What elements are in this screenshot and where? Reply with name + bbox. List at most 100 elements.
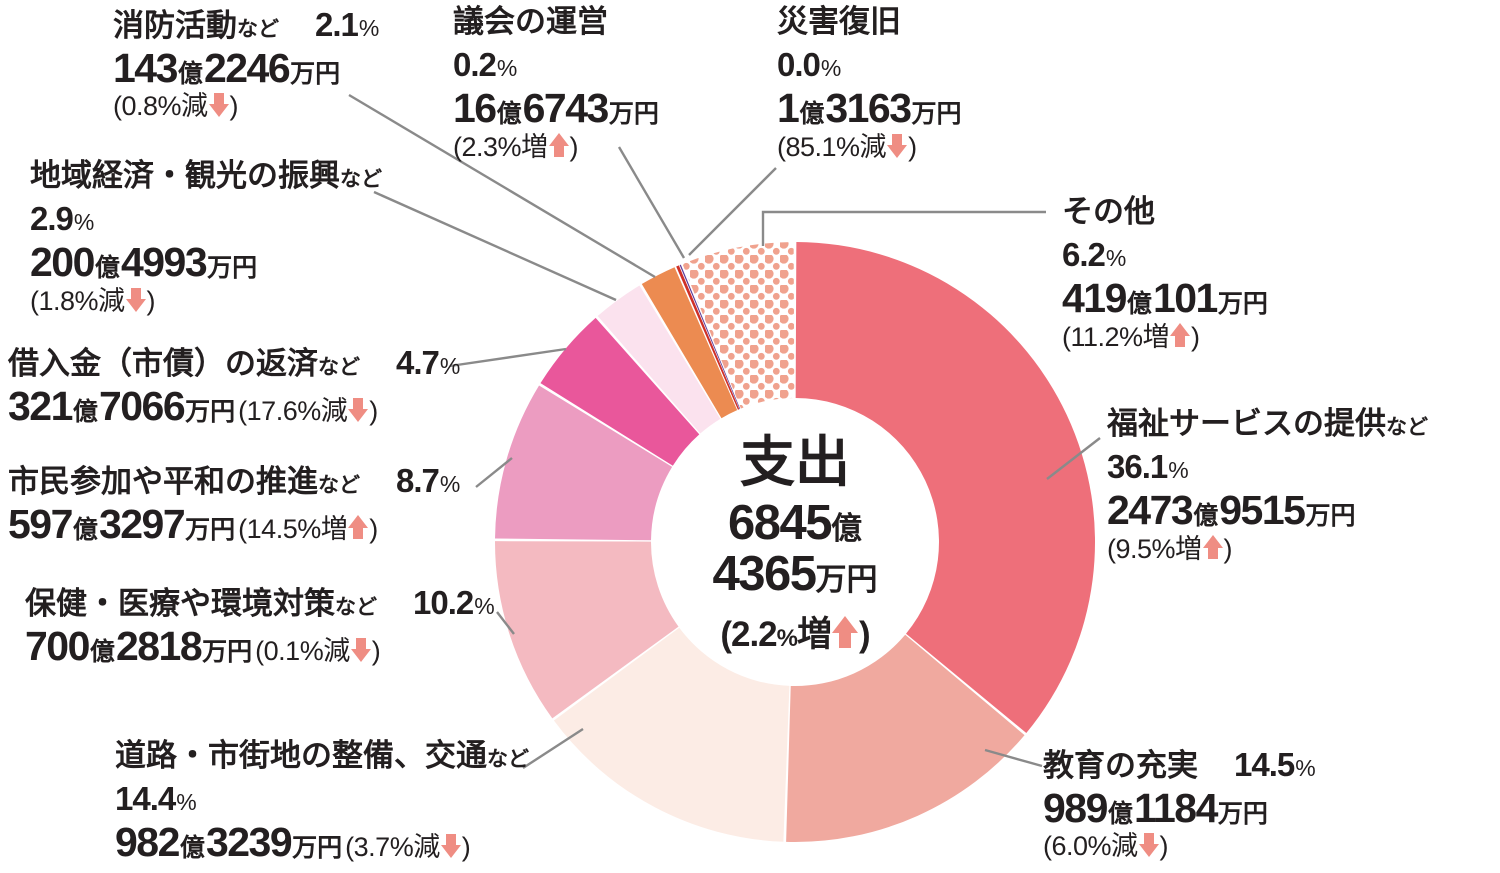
segment-label-road: 道路・市街地の整備、交通など 14.4% 982億3239万円 (3.7%減) bbox=[115, 738, 529, 864]
amount-value: 597 bbox=[8, 500, 73, 547]
category-name: 災害復旧 bbox=[777, 4, 901, 39]
up-arrow-icon bbox=[548, 132, 569, 158]
category-amount: 700億2818万円 (0.1%減) bbox=[25, 625, 495, 668]
down-arrow-icon bbox=[350, 637, 371, 662]
amount-value: 6743 bbox=[522, 84, 610, 131]
category-amount: 2473億9515万円 bbox=[1107, 486, 1428, 533]
category-change: (14.5%増) bbox=[238, 513, 378, 544]
amount-value: 1184 bbox=[1133, 784, 1218, 831]
amount-value: 419 bbox=[1062, 274, 1127, 321]
category-name-suffix: など bbox=[340, 168, 382, 191]
total-amount-line1: 6845億 bbox=[645, 495, 945, 550]
amount-value: 143 bbox=[113, 44, 178, 91]
segment-label-debt: 借入金（市債）の返済など 4.7% 321億7066万円 (17.6%減) bbox=[8, 344, 460, 427]
amount-value: 2246 bbox=[203, 44, 291, 91]
segment-label-other: その他 6.2% 419億101万円 (11.2%増) bbox=[1062, 194, 1269, 351]
down-arrow-icon bbox=[348, 397, 369, 422]
up-arrow-icon bbox=[1202, 534, 1223, 560]
donut-segment-economy bbox=[597, 285, 721, 434]
amount-unit: 億 bbox=[72, 397, 98, 426]
amount-value: 101 bbox=[1152, 274, 1218, 321]
amount-value: 2473 bbox=[1107, 486, 1194, 533]
amount-value: 7066 bbox=[98, 382, 186, 429]
category-name-suffix: など bbox=[487, 748, 529, 771]
amount-unit: 億 bbox=[177, 59, 203, 88]
chart-title: 支出 bbox=[739, 431, 850, 493]
category-name-suffix: など bbox=[318, 474, 360, 497]
category-change: (1.8%減) bbox=[30, 285, 156, 316]
category-name: 福祉サービスの提供 bbox=[1107, 406, 1386, 441]
category-change: (11.2%増) bbox=[1062, 321, 1200, 352]
amount-value: 16 bbox=[453, 84, 497, 131]
segment-label-fire: 消防活動など 2.1% 143億2246万円 (0.8%減) bbox=[113, 6, 379, 121]
total-amount-value: 6845 bbox=[727, 495, 833, 550]
category-percent: 8.7% bbox=[396, 462, 461, 499]
segment-label-council: 議会の運営 0.2% 16億6743万円 (2.3%増) bbox=[453, 4, 660, 161]
category-name: 教育の充実 bbox=[1043, 748, 1198, 783]
up-arrow-icon bbox=[1170, 322, 1191, 348]
amount-value: 321 bbox=[8, 382, 73, 429]
category-change: (6.0%減) bbox=[1043, 831, 1169, 862]
category-name: 保健・医療や環境対策 bbox=[25, 586, 335, 621]
leader-line-citizen bbox=[475, 457, 513, 488]
category-amount: 16億6743万円 bbox=[453, 84, 660, 131]
amount-unit: 万円 bbox=[185, 515, 236, 544]
amount-value: 1 bbox=[777, 84, 800, 131]
category-amount: 321億7066万円 (17.6%減) bbox=[8, 382, 460, 429]
amount-unit: 億 bbox=[89, 637, 115, 666]
donut-segment-education bbox=[786, 634, 1025, 843]
amount-value: 982 bbox=[115, 818, 180, 865]
amount-unit: 億 bbox=[94, 253, 120, 282]
category-percent: 36.1% bbox=[1107, 448, 1189, 486]
category-change: (17.6%減) bbox=[238, 395, 378, 426]
donut-segment-fire bbox=[641, 267, 738, 419]
amount-unit: 万円 bbox=[207, 253, 258, 282]
category-amount: 989億1184万円 bbox=[1043, 784, 1316, 831]
leader-line-fire bbox=[348, 93, 656, 279]
category-change: (2.3%増) bbox=[453, 131, 579, 162]
donut-center-label: 支出 6845億 4365万円 (2.2%増) bbox=[645, 428, 945, 657]
leader-line-debt bbox=[449, 347, 567, 368]
amount-unit: 億 bbox=[496, 99, 522, 128]
amount-unit: 億 bbox=[1107, 799, 1133, 828]
category-name: 道路・市街地の整備、交通 bbox=[115, 738, 487, 773]
amount-value: 9515 bbox=[1219, 486, 1306, 533]
segment-label-health: 保健・医療や環境対策など 10.2% 700億2818万円 (0.1%減) bbox=[25, 584, 495, 667]
up-arrow-icon bbox=[348, 514, 369, 540]
leader-line-road bbox=[522, 727, 584, 770]
amount-value: 3163 bbox=[825, 84, 912, 131]
category-percent: 0.0% bbox=[777, 46, 842, 84]
total-amount-unit: 万円 bbox=[815, 561, 878, 597]
total-amount-value: 4365 bbox=[712, 546, 817, 601]
donut-segment-disaster bbox=[679, 264, 741, 410]
amount-unit: 万円 bbox=[290, 59, 341, 88]
segment-label-economy: 地域経済・観光の振興など 2.9% 200億4993万円 (1.8%減) bbox=[30, 158, 382, 315]
leader-line-health bbox=[496, 611, 515, 635]
amount-unit: 万円 bbox=[185, 397, 236, 426]
category-change: (3.7%減) bbox=[345, 831, 471, 862]
leader-line-economy bbox=[373, 190, 617, 302]
category-name-suffix: など bbox=[1386, 416, 1428, 439]
category-name-suffix: など bbox=[237, 18, 279, 41]
segment-label-education: 教育の充実 14.5% 989億1184万円 (6.0%減) bbox=[1043, 746, 1316, 861]
category-change: (9.5%増) bbox=[1107, 533, 1233, 564]
leader-line-disaster bbox=[688, 167, 777, 256]
down-arrow-icon bbox=[208, 92, 229, 118]
amount-unit: 億 bbox=[1193, 501, 1219, 530]
amount-unit: 万円 bbox=[911, 99, 962, 128]
down-arrow-icon bbox=[887, 133, 908, 158]
segment-label-welfare: 福祉サービスの提供など 36.1% 2473億9515万円 (9.5%増) bbox=[1107, 406, 1428, 563]
category-change: (0.1%減) bbox=[255, 635, 381, 666]
amount-value: 4993 bbox=[120, 238, 208, 285]
category-name: 借入金（市債）の返済 bbox=[8, 346, 318, 381]
segment-label-disaster: 災害復旧 0.0% 1億3163万円 (85.1%減) bbox=[777, 4, 963, 161]
category-name: 市民参加や平和の推進 bbox=[8, 464, 318, 499]
category-percent: 4.7% bbox=[396, 344, 461, 381]
category-percent: 2.9% bbox=[30, 200, 95, 238]
amount-unit: 万円 bbox=[202, 637, 253, 666]
down-arrow-icon bbox=[440, 833, 461, 858]
category-amount: 200億4993万円 bbox=[30, 238, 382, 285]
category-amount: 1億3163万円 bbox=[777, 84, 963, 131]
